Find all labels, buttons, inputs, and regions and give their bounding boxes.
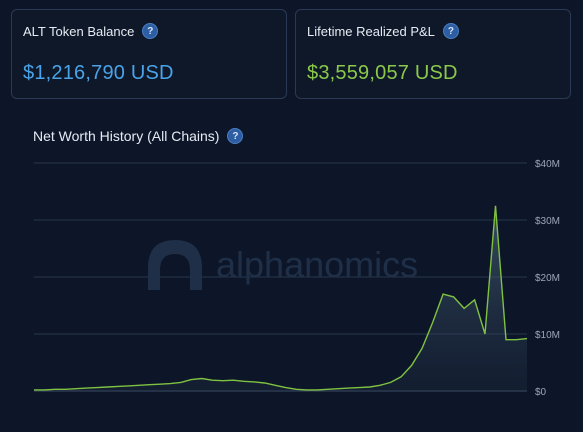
lifetime-pnl-card: Lifetime Realized P&L ? $3,559,057 USD — [295, 9, 571, 99]
net-worth-line — [34, 205, 528, 391]
lifetime-pnl-value: $3,559,057 USD — [307, 62, 458, 84]
help-icon[interactable]: ? — [442, 23, 459, 39]
y-tick-label: $10M — [535, 330, 560, 341]
y-tick-label: $20M — [535, 273, 560, 284]
alt-token-balance-label: ALT Token Balance — [23, 23, 135, 39]
y-tick-label: $0 — [535, 387, 547, 398]
alphanomics-logo-icon — [148, 240, 202, 290]
y-tick-label: $30M — [535, 216, 560, 227]
chart-title-label: Net Worth History (All Chains) — [33, 128, 220, 144]
net-worth-area — [34, 205, 527, 391]
lifetime-pnl-label: Lifetime Realized P&L — [307, 23, 435, 39]
lifetime-pnl-title: Lifetime Realized P&L ? — [307, 23, 459, 39]
alt-token-balance-title: ALT Token Balance ? — [23, 23, 159, 39]
watermark-text: alphanomics — [216, 244, 418, 285]
chart-title: Net Worth History (All Chains) ? — [33, 128, 244, 144]
y-tick-label: $40M — [535, 159, 560, 170]
alt-token-balance-value: $1,216,790 USD — [23, 62, 174, 84]
help-icon[interactable]: ? — [142, 23, 159, 39]
help-icon[interactable]: ? — [227, 128, 244, 144]
y-axis-ticks: $0 $10M $20M $30M $40M — [535, 159, 560, 398]
watermark: alphanomics — [148, 240, 418, 290]
alt-token-balance-card: ALT Token Balance ? $1,216,790 USD — [11, 9, 287, 99]
